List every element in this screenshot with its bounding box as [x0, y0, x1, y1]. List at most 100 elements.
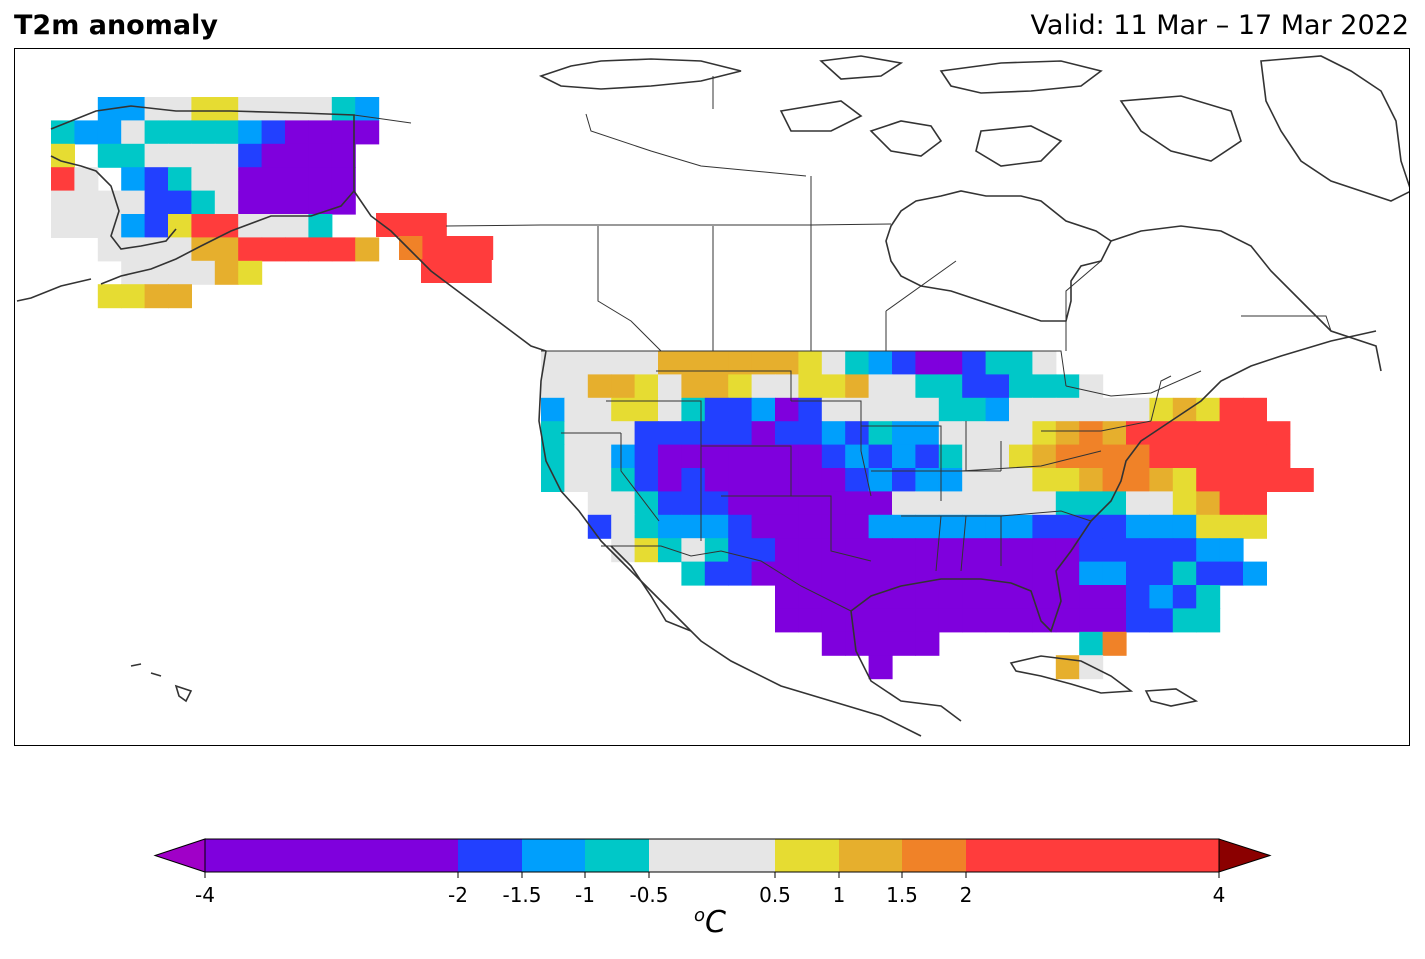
anomaly-cell [587, 374, 612, 399]
anomaly-cell [399, 236, 423, 260]
anomaly-cell [868, 444, 893, 469]
anomaly-cell [938, 561, 963, 586]
anomaly-cell [962, 374, 987, 399]
anomaly-cell [587, 397, 612, 422]
anomaly-cell [751, 514, 776, 539]
anomaly-cell [751, 421, 776, 446]
anomaly-cell [985, 585, 1010, 609]
map-title: T2m anomaly [14, 10, 218, 41]
anomaly-cell [985, 491, 1010, 516]
anomaly-cell [308, 97, 333, 121]
anomaly-cell [1102, 538, 1127, 563]
anomaly-cell [658, 444, 682, 469]
anomaly-cell [751, 444, 776, 469]
anomaly-cell [1243, 444, 1267, 469]
colorbar-high-extension [1218, 838, 1272, 873]
anomaly-cell [962, 397, 987, 422]
anomaly-cell [1149, 514, 1174, 539]
anomaly-cell [915, 608, 940, 633]
colorbar-tick-label: -4 [195, 883, 215, 907]
anomaly-cell [681, 468, 706, 492]
anomaly-cell [144, 120, 169, 145]
colorbar-bin [902, 839, 966, 872]
anomaly-cell [1172, 444, 1197, 469]
anomaly-cell [191, 143, 216, 168]
anomaly-cell [1196, 421, 1221, 446]
anomaly-cell [985, 397, 1010, 422]
anomaly-cell [121, 97, 146, 121]
anomaly-cell [728, 491, 753, 516]
colorbar-tick-label: -0.5 [629, 883, 668, 907]
anomaly-cell [1032, 468, 1057, 492]
anomaly-cell [564, 351, 589, 375]
anomaly-cell [1196, 514, 1221, 539]
anomaly-cell [1009, 421, 1033, 446]
anomaly-cell [938, 514, 963, 539]
anomaly-cell [1243, 491, 1267, 516]
anomaly-cell [1079, 655, 1104, 680]
anomaly-cell [587, 491, 612, 516]
anomaly-cell [915, 491, 940, 516]
anomaly-cell [985, 514, 1010, 539]
anomaly-cell [1266, 468, 1291, 492]
anomaly-cell [261, 143, 286, 168]
anomaly-cell [51, 190, 75, 215]
anomaly-cell [1243, 468, 1267, 492]
anomaly-cell [915, 374, 940, 399]
anomaly-cell [144, 284, 169, 309]
anomaly-cell [845, 561, 870, 586]
colorbar-tick-label: 4 [1213, 883, 1226, 907]
anomaly-cell [868, 655, 893, 680]
colorbar-bin [649, 839, 775, 872]
colorbar-tick-label: -1.5 [502, 883, 541, 907]
anomaly-cell [915, 468, 940, 492]
anomaly-cell [1055, 397, 1080, 422]
anomaly-cell [775, 397, 799, 422]
anomaly-cell [331, 97, 356, 121]
anomaly-cell [704, 421, 729, 446]
anomaly-cell [915, 351, 940, 375]
anomaly-cell [1219, 561, 1244, 586]
anomaly-cell [938, 468, 963, 492]
anomaly-cell [892, 585, 916, 609]
anomaly-cell [444, 259, 469, 283]
anomaly-cell [751, 397, 776, 422]
colorbar: -4 -2 -1.5 -1 -0.5 0.5 1 1.5 2 4 [153, 838, 1272, 907]
anomaly-cell [915, 444, 940, 469]
anomaly-cell [168, 97, 192, 121]
anomaly-cell [1102, 585, 1127, 609]
anomaly-cell [704, 514, 729, 539]
anomaly-cell [214, 97, 239, 121]
anomaly-cell [681, 444, 706, 469]
anomaly-cell [564, 444, 589, 469]
anomaly-cell [1009, 444, 1033, 469]
colorbar-unit-label: oC [694, 905, 726, 940]
anomaly-cell [845, 585, 870, 609]
colorbar-bin [839, 839, 902, 872]
anomaly-cell [1009, 397, 1033, 422]
anomaly-cell [798, 444, 823, 469]
anomaly-cell [121, 143, 146, 168]
anomaly-cell [121, 284, 146, 309]
anomaly-cell [962, 491, 987, 516]
anomaly-cell [892, 561, 916, 586]
anomaly-cell [704, 538, 729, 563]
anomaly-cell [1032, 608, 1057, 633]
anomaly-cell [331, 237, 356, 262]
anomaly-cell [751, 468, 776, 492]
anomaly-cell [1266, 444, 1291, 469]
anomaly-cell [261, 167, 286, 192]
anomaly-cell [611, 397, 636, 422]
anomaly-cell [938, 421, 963, 446]
anomaly-cell [1079, 468, 1104, 492]
anomaly-cell [399, 213, 424, 237]
anomaly-cell [1009, 538, 1033, 563]
anomaly-cell [1102, 608, 1127, 633]
anomaly-cell [798, 351, 823, 375]
anomaly-cell [1149, 585, 1174, 609]
anomaly-cell [798, 608, 823, 633]
anomaly-cell [962, 351, 987, 375]
anomaly-cell [1009, 561, 1033, 586]
anomaly-cell [1032, 514, 1057, 539]
anomaly-cell [985, 351, 1010, 375]
